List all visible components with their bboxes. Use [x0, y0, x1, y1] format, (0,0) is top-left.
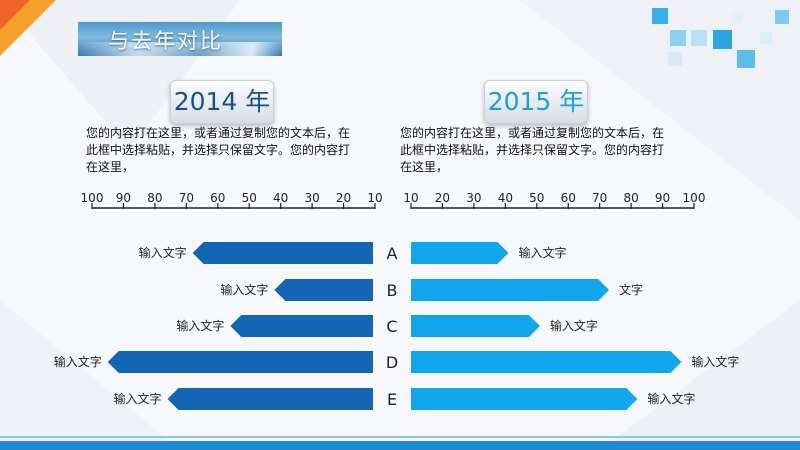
left-axis-tick-label: 90 [116, 191, 131, 205]
category-label-D: D [386, 353, 398, 372]
right-axis-tick-label: 30 [466, 191, 481, 205]
right-axis-tick-label: 20 [435, 191, 450, 205]
right-axis-tick-label: 100 [683, 191, 706, 205]
left-bar-label: 输入文字 [54, 354, 102, 369]
right-bar-E [411, 388, 638, 410]
right-axis-tick-label: 10 [403, 191, 418, 205]
footer-line [0, 436, 800, 438]
right-axis-tick-label: 50 [529, 191, 544, 205]
right-bar-label: 输入文字 [550, 318, 598, 333]
left-bar-D [107, 351, 373, 373]
right-bar-label: 输入文字 [518, 245, 566, 260]
right-axis-tick-label: 90 [655, 191, 670, 205]
left-axis-tick-label: 10 [367, 191, 382, 205]
right-bar-label: 文字 [619, 282, 643, 297]
category-label-E: E [387, 390, 397, 409]
year-badge-left: 2014 年 [170, 80, 274, 124]
footer-bar [0, 441, 800, 450]
left-axis-tick-label: 20 [336, 191, 351, 205]
left-bar-C [230, 315, 373, 337]
year-badge-right: 2015 年 [484, 80, 588, 124]
left-axis-tick-label: 80 [147, 191, 162, 205]
right-axis-tick-label: 80 [623, 191, 638, 205]
right-axis-tick-label: 70 [592, 191, 607, 205]
left-axis-tick-label: 100 [81, 191, 104, 205]
left-bar-label: 输入文字 [139, 245, 187, 260]
right-axis-tick-label: 60 [561, 191, 576, 205]
category-label-B: B [387, 281, 398, 300]
left-axis-tick-label: 70 [179, 191, 194, 205]
left-bar-label: 输入文字 [176, 318, 224, 333]
category-label-C: C [386, 317, 397, 336]
right-bar-C [411, 315, 540, 337]
right-bar-label: 输入文字 [647, 391, 695, 406]
left-bar-B [274, 279, 373, 301]
right-bar-A [411, 242, 509, 264]
right-bar-B [411, 279, 610, 301]
right-bar-D [411, 351, 682, 373]
left-axis-tick-label: 50 [242, 191, 257, 205]
pixel-squares-decoration [652, 8, 789, 68]
right-bar-label: 输入文字 [691, 354, 739, 369]
category-label-A: A [387, 244, 398, 263]
left-bar-label: 输入文字 [220, 282, 268, 297]
left-bar-A [192, 242, 373, 264]
left-bar-label: 输入文字 [113, 391, 161, 406]
left-axis-tick-label: 30 [304, 191, 319, 205]
title-banner: 与去年对比 [78, 22, 282, 56]
left-axis-tick-label: 60 [210, 191, 225, 205]
page-title: 与去年对比 [108, 29, 223, 53]
right-axis-tick-label: 40 [498, 191, 513, 205]
description-right: 您的内容打在这里，或者通过复制您的文本后，在此框中选择粘贴，并选择只保留文字。您… [400, 126, 665, 174]
description-left: 您的内容打在这里，或者通过复制您的文本后，在此框中选择粘贴，并选择只保留文字。您… [86, 126, 351, 174]
left-bar-E [167, 388, 373, 410]
left-axis-tick-label: 40 [273, 191, 288, 205]
